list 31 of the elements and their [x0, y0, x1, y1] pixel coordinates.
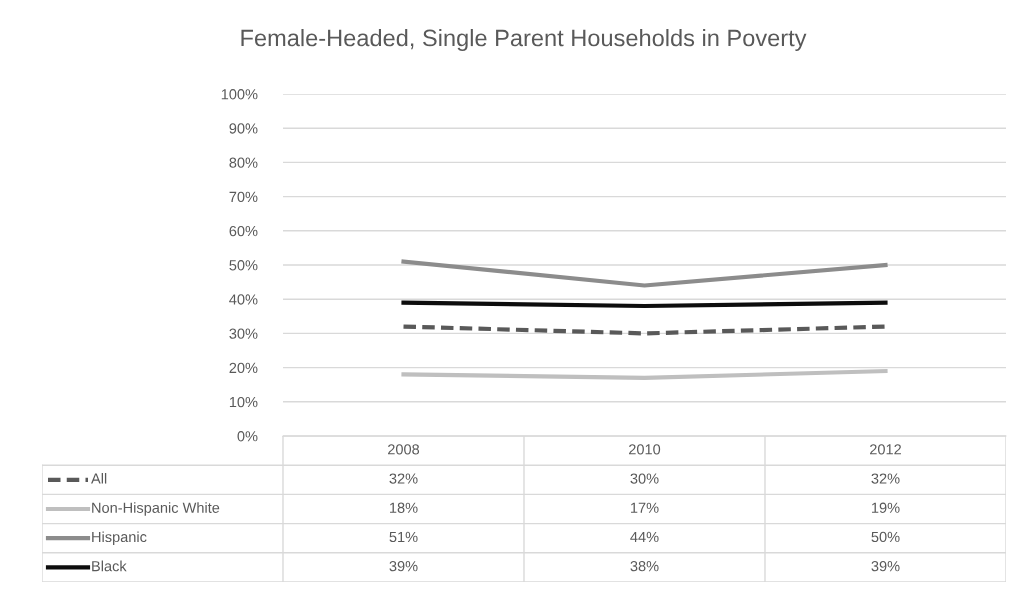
- x-tick-label: 2012: [870, 444, 901, 455]
- data-label: 18%: [390, 502, 418, 513]
- data-label: 44%: [630, 531, 659, 543]
- y-tick-label: 30%: [229, 328, 258, 339]
- legend-label: All: [91, 473, 107, 484]
- y-tick-label: 40%: [229, 294, 258, 305]
- y-tick-label: 0%: [237, 431, 258, 442]
- y-tick-label: 10%: [229, 396, 258, 408]
- data-label: 38%: [630, 560, 659, 572]
- data-label: 50%: [871, 531, 900, 543]
- y-tick-label: 80%: [229, 157, 258, 168]
- data-label: 39%: [871, 560, 900, 572]
- data-label: 32%: [389, 473, 418, 484]
- legend-label: Black: [92, 560, 127, 572]
- y-tick-label: 50%: [229, 260, 258, 271]
- legend-label: Non-Hispanic White: [92, 502, 220, 516]
- legend-label: Hispanic: [92, 531, 147, 545]
- data-label: 19%: [872, 502, 900, 513]
- x-tick-label: 2010: [629, 444, 661, 455]
- data-label: 30%: [630, 473, 659, 484]
- chart-title: Female-Headed, Single Parent Households in Poverty: [241, 29, 807, 52]
- data-label: 17%: [631, 502, 659, 513]
- y-tick-label: 20%: [229, 362, 258, 374]
- y-tick-label: 100%: [221, 89, 258, 100]
- x-tick-label: 2008: [388, 444, 420, 455]
- data-label: 32%: [871, 473, 900, 484]
- data-label: 39%: [389, 560, 418, 572]
- y-tick-label: 60%: [229, 225, 258, 237]
- data-label: 51%: [389, 531, 418, 543]
- y-tick-label: 90%: [229, 123, 258, 134]
- y-tick-label: 70%: [229, 191, 258, 203]
